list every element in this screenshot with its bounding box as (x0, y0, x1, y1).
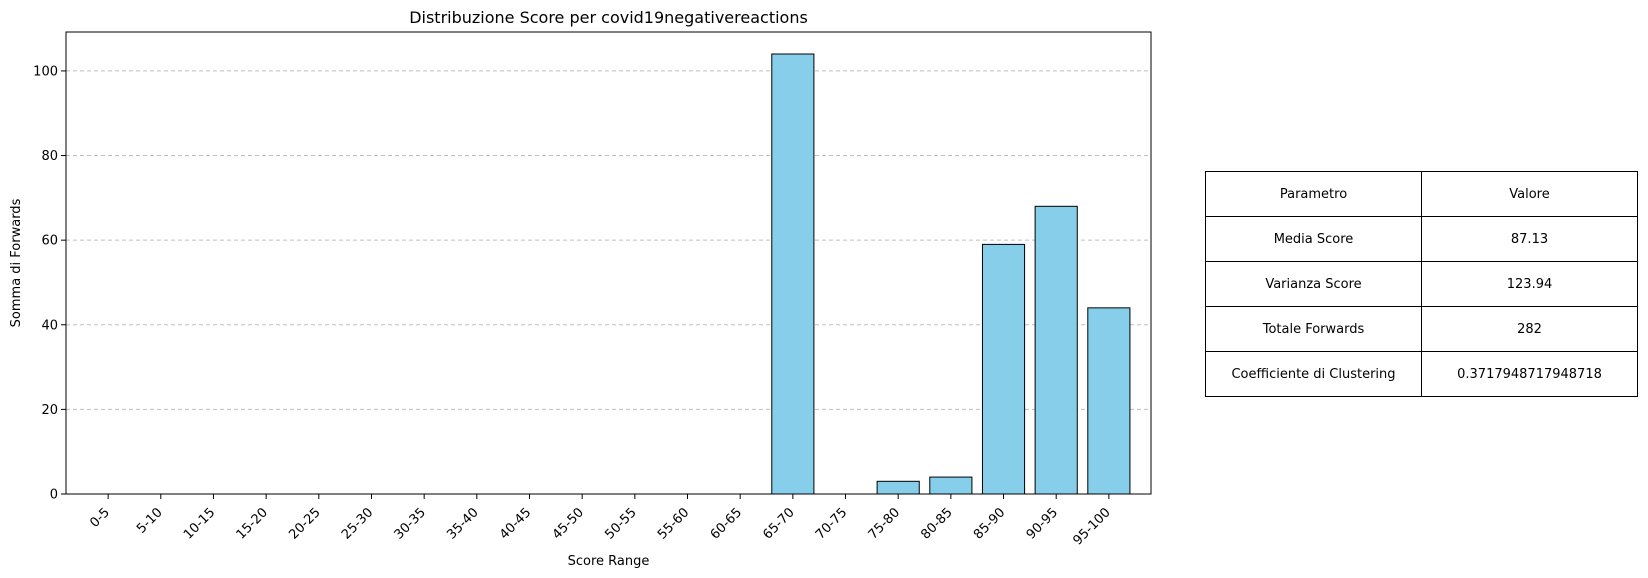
table-cell-value: 87.13 (1421, 216, 1638, 262)
x-tick-label: 5-10 (134, 505, 165, 536)
table-row: Totale Forwards 282 (1205, 306, 1638, 352)
y-tick-label: 0 (50, 488, 58, 503)
x-tick-label: 45-50 (550, 505, 587, 542)
table-row: Coefficiente di Clustering 0.37179487179… (1205, 351, 1638, 397)
table-row: Varianza Score 123.94 (1205, 261, 1638, 307)
x-tick-label: 20-25 (286, 505, 323, 542)
y-axis-label: Somma di Forwards (9, 198, 24, 327)
chart-title: Distribuzione Score per covid19negativer… (409, 8, 808, 27)
y-tick-label: 20 (41, 403, 58, 418)
table-cell-parameter: Coefficiente di Clustering (1205, 351, 1422, 397)
x-tick-label: 65-70 (760, 505, 797, 542)
x-tick-label: 30-35 (392, 505, 429, 542)
x-tick-label: 55-60 (655, 505, 692, 542)
table-cell-value: 282 (1421, 306, 1638, 352)
y-tick-label: 60 (41, 234, 58, 249)
bar (929, 476, 973, 495)
plot-frame (65, 31, 1152, 495)
y-tick-label: 100 (33, 64, 58, 79)
table-cell-value: 0.3717948717948718 (1421, 351, 1638, 397)
table-cell-parameter: Media Score (1205, 216, 1422, 262)
x-tick-label: 95-100 (1071, 505, 1114, 548)
x-tick-label: 35-40 (444, 505, 481, 542)
bar-chart: 0 20 40 60 80 100 0-5 5-10 10-15 15-20 20-25 25-30… (9, 8, 1152, 569)
x-tick-label: 85-90 (971, 505, 1008, 542)
x-tick-label: 70-75 (813, 505, 850, 542)
x-tick-label: 25-30 (339, 505, 376, 542)
x-tick-label: 75-80 (866, 505, 903, 542)
bar (981, 243, 1026, 495)
x-axis-ticks: 0-5 5-10 10-15 15-20 20-25 25-30 30-35 35-40 40-… (87, 494, 1114, 548)
table-cell-parameter: Varianza Score (1205, 261, 1422, 307)
bar (876, 480, 920, 495)
x-tick-label: 80-85 (918, 505, 955, 542)
bar (1087, 307, 1131, 495)
bar (771, 53, 815, 495)
table-cell-value: 123.94 (1421, 261, 1638, 307)
table-header-row: Parametro Valore (1205, 171, 1638, 217)
x-tick-label: 10-15 (181, 505, 218, 542)
x-tick-label: 60-65 (708, 505, 745, 542)
stats-table: Parametro Valore Media Score 87.13 Varia… (1205, 171, 1638, 397)
table-cell-parameter: Totale Forwards (1205, 306, 1422, 352)
x-tick-label: 90-95 (1024, 505, 1061, 542)
x-tick-label: 0-5 (87, 505, 113, 531)
table-header-cell: Parametro (1205, 171, 1422, 217)
x-axis-label: Score Range (568, 554, 650, 569)
x-tick-label: 40-45 (497, 505, 534, 542)
table-row: Media Score 87.13 (1205, 216, 1638, 262)
bars (771, 53, 1131, 495)
x-tick-label: 15-20 (234, 505, 271, 542)
grid-lines (66, 70, 1151, 410)
y-tick-label: 80 (41, 149, 58, 164)
table-header-cell: Valore (1421, 171, 1638, 217)
x-tick-label: 50-55 (602, 505, 639, 542)
y-axis-ticks: 0 20 40 60 80 100 (33, 64, 66, 503)
bar (1034, 205, 1078, 495)
y-tick-label: 40 (41, 318, 58, 333)
